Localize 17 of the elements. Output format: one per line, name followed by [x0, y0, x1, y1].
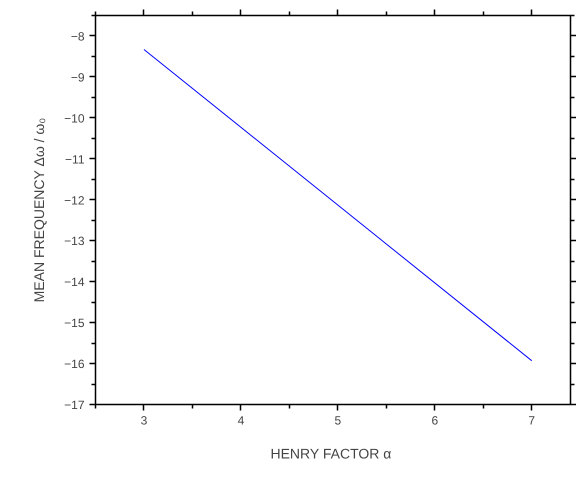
x-tick-label: 6	[431, 414, 438, 428]
x-tick-label: 5	[334, 414, 342, 428]
y-tick-label: −9	[70, 70, 85, 84]
y-tick-label: −14	[64, 275, 85, 290]
y-tick-label: −15	[64, 316, 85, 330]
y-tick-label: −8	[70, 29, 85, 44]
y-tick-label: −13	[64, 234, 85, 248]
y-tick-label: −10	[64, 111, 85, 126]
x-tick-label: 7	[528, 414, 536, 428]
x-axis-title: HENRY FACTOR α	[270, 446, 392, 462]
y-tick-label: −17	[64, 398, 85, 412]
y-tick-label: −16	[64, 357, 85, 372]
y-axis-title: MEAN FREQUENCY Δω / ω₀	[31, 118, 48, 302]
y-tick-label: −11	[65, 152, 85, 166]
x-tick-label: 4	[238, 414, 245, 428]
x-tick-label: 3	[140, 414, 148, 428]
y-tick-label: −12	[64, 193, 85, 208]
